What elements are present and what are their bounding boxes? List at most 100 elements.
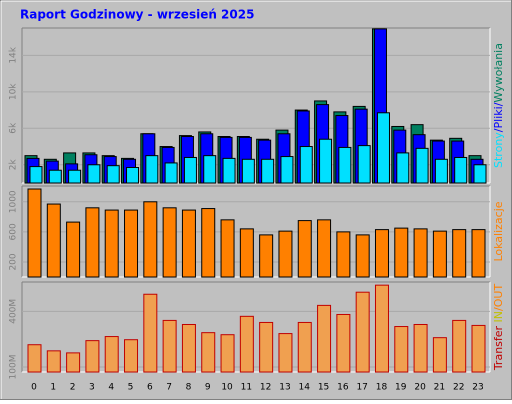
bar (394, 227, 409, 278)
x-tick-label: 23 (472, 383, 483, 393)
legend: Strony/Pliki/Wywołania (492, 43, 505, 168)
bar (396, 152, 410, 184)
legend-entry: Transfer (492, 325, 505, 371)
bar (87, 164, 101, 184)
bar (126, 167, 140, 184)
x-tick-label: 11 (241, 383, 252, 393)
bar (220, 334, 235, 373)
bar (299, 146, 313, 184)
legend-entry: /OUT (492, 284, 505, 311)
y-tick-label: 14k (9, 46, 19, 63)
bar (143, 293, 158, 373)
bar (473, 164, 487, 184)
bar (452, 229, 467, 278)
x-tick-label: 13 (279, 383, 290, 393)
bar (394, 326, 409, 373)
bar (319, 138, 333, 184)
bar (297, 220, 312, 278)
legend: Lokalizacje (492, 201, 505, 261)
legend: Transfer IN/OUT (492, 284, 505, 372)
x-tick-label: 14 (299, 383, 311, 393)
y-tick-label: 100M (9, 355, 19, 380)
bar (452, 319, 467, 373)
bar (66, 221, 81, 278)
x-tick-label: 22 (453, 383, 464, 393)
bar (145, 155, 159, 184)
bar (374, 284, 389, 373)
bar (432, 230, 447, 278)
x-tick-label: 3 (89, 383, 95, 393)
bar (29, 166, 43, 184)
bar (46, 350, 61, 373)
legend-entry: Lokalizacje (492, 201, 505, 261)
bar (203, 155, 217, 184)
bar (220, 219, 235, 278)
legend-entry: IN (492, 311, 505, 326)
x-tick-label: 4 (108, 383, 114, 393)
bar (280, 156, 294, 184)
bar (415, 147, 429, 184)
x-tick-label: 1 (50, 383, 56, 393)
bar (222, 157, 236, 184)
bar (85, 207, 100, 278)
bar (241, 158, 255, 184)
x-tick-label: 16 (337, 383, 349, 393)
bar (162, 319, 177, 373)
bar (297, 321, 312, 373)
x-tick-label: 6 (147, 383, 153, 393)
x-tick-label: 19 (395, 383, 407, 393)
bar (27, 344, 42, 373)
y-tick-label: 6k (9, 122, 19, 134)
bar (201, 332, 216, 373)
bar (104, 209, 119, 278)
bar (164, 162, 178, 184)
y-tick-label: 200 (9, 253, 19, 270)
bar (471, 324, 486, 373)
x-tick-label: 18 (376, 383, 388, 393)
plot-area (22, 282, 490, 372)
x-tick-label: 2 (70, 383, 76, 393)
legend-separator: / (492, 102, 505, 106)
bar (336, 231, 351, 278)
bar (183, 156, 197, 184)
legend-separator: / (492, 128, 505, 132)
y-tick-label: 600 (9, 223, 19, 240)
bar (434, 158, 448, 184)
chart-title: Raport Godzinowy - wrzesień 2025 (20, 8, 254, 22)
bar (278, 333, 293, 373)
bar (471, 229, 486, 278)
legend-entry: Strony (492, 132, 505, 168)
bar (68, 169, 82, 184)
bar (106, 165, 120, 184)
bar (27, 188, 42, 278)
bar (355, 291, 370, 373)
x-tick-label: 21 (434, 383, 445, 393)
bar (259, 234, 274, 278)
bar (413, 228, 428, 278)
bar (432, 337, 447, 373)
bar (181, 209, 196, 278)
bar (278, 230, 293, 278)
bar (376, 112, 390, 184)
bar (317, 304, 332, 373)
bar (143, 201, 158, 278)
x-tick-label: 5 (128, 383, 134, 393)
legend-entry: Pliki (492, 106, 505, 128)
y-tick-label: 1000 (9, 190, 19, 213)
bar (239, 315, 254, 373)
x-tick-label: 7 (166, 383, 172, 393)
bar (48, 169, 62, 184)
bar (162, 207, 177, 278)
x-tick-label: 0 (31, 383, 37, 393)
bar (261, 158, 275, 184)
bar (46, 203, 61, 278)
bar (124, 339, 139, 373)
bar (454, 156, 468, 184)
x-tick-label: 10 (221, 383, 233, 393)
bar (124, 209, 139, 278)
bar (355, 234, 370, 278)
bar (104, 336, 119, 373)
x-tick-label: 8 (186, 383, 192, 393)
x-tick-label: 12 (260, 383, 271, 393)
